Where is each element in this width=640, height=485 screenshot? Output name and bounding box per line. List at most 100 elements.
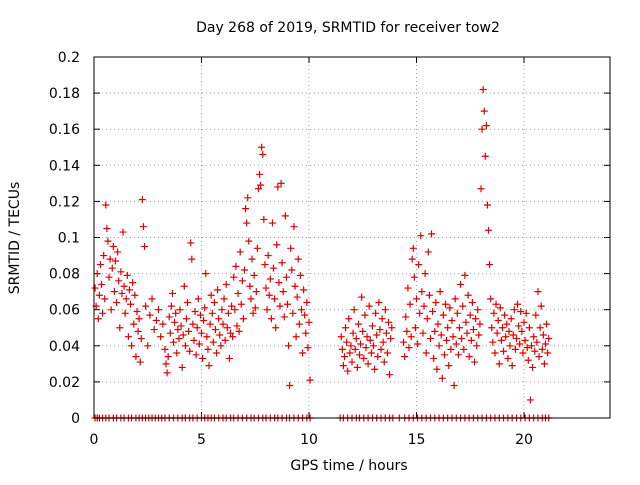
data-point	[424, 248, 432, 256]
data-point	[279, 288, 287, 296]
data-point	[493, 329, 501, 337]
data-point	[506, 342, 514, 350]
data-point	[510, 306, 518, 314]
data-point	[101, 295, 109, 303]
data-point	[521, 336, 529, 344]
data-point	[518, 327, 526, 335]
data-point	[273, 241, 281, 249]
data-point	[439, 311, 447, 319]
data-point	[409, 244, 417, 252]
data-point	[134, 327, 142, 335]
data-point	[211, 326, 219, 334]
data-point	[538, 345, 546, 353]
data-point	[299, 349, 307, 357]
data-point	[473, 342, 481, 350]
data-point	[175, 335, 183, 343]
data-point	[100, 252, 108, 260]
data-point	[359, 327, 367, 335]
data-point	[373, 331, 381, 339]
y-axis-label: SRMTID / TECUs	[7, 182, 23, 295]
data-point	[480, 107, 488, 115]
data-point	[534, 288, 542, 296]
data-point	[260, 215, 268, 223]
data-point	[214, 286, 222, 294]
data-point	[486, 261, 494, 269]
y-tick-labels: 0 0.02 0.04 0.06 0.08 0.1 0.12 0.14 0.16 0.18 0.2	[49, 50, 80, 427]
data-point	[408, 255, 416, 263]
data-point	[338, 345, 346, 353]
x-tick-label: 15	[408, 432, 426, 448]
y-tick-label: 0.02	[49, 375, 80, 391]
data-point	[524, 356, 532, 364]
data-point	[281, 212, 289, 220]
data-point	[487, 295, 495, 303]
data-point	[353, 363, 361, 371]
data-point	[414, 340, 422, 348]
data-point	[201, 304, 209, 312]
data-point	[376, 326, 384, 334]
data-point	[198, 329, 205, 337]
data-point	[403, 327, 411, 335]
data-point	[502, 333, 510, 341]
data-point	[135, 315, 143, 323]
data-point	[504, 354, 512, 362]
x-tick-label: 20	[515, 432, 533, 448]
data-point	[301, 311, 309, 319]
data-point	[377, 345, 385, 353]
data-point	[461, 271, 469, 279]
data-point	[234, 289, 242, 297]
data-point	[474, 306, 482, 314]
data-point	[467, 336, 475, 344]
y-tick-label: 0.1	[58, 231, 80, 247]
data-point	[131, 291, 139, 299]
data-point	[447, 345, 455, 353]
data-point	[96, 261, 104, 269]
data-point	[133, 308, 141, 316]
data-point	[282, 273, 290, 281]
data-point	[251, 304, 259, 312]
data-point	[275, 279, 283, 287]
data-point	[261, 261, 269, 269]
data-point	[178, 363, 186, 371]
data-point	[253, 244, 261, 252]
data-point	[254, 185, 262, 193]
data-point	[291, 282, 299, 290]
data-point	[419, 329, 427, 337]
data-point	[236, 248, 244, 256]
data-point	[488, 324, 496, 332]
data-point	[174, 326, 182, 334]
data-point	[274, 183, 282, 191]
data-point	[252, 288, 260, 296]
x-tick-label: 5	[197, 432, 206, 448]
data-point	[509, 331, 517, 339]
data-point	[352, 335, 360, 343]
data-point	[130, 320, 138, 328]
data-point	[192, 351, 200, 359]
data-point	[481, 152, 489, 160]
data-point	[505, 327, 513, 335]
data-point	[124, 333, 132, 341]
data-point	[503, 320, 511, 328]
data-point	[188, 255, 196, 263]
data-point	[241, 266, 248, 274]
data-point	[177, 322, 185, 330]
data-point	[437, 331, 445, 339]
data-point	[497, 336, 505, 344]
data-point	[339, 362, 347, 370]
data-point	[463, 329, 471, 337]
data-point	[264, 252, 272, 260]
data-point	[231, 306, 239, 314]
data-point	[182, 315, 190, 323]
data-point	[238, 277, 246, 285]
data-point	[442, 300, 450, 308]
data-point	[494, 317, 502, 325]
data-point	[125, 286, 133, 294]
data-point	[122, 295, 130, 303]
data-point	[117, 268, 125, 276]
data-point	[102, 201, 110, 209]
data-point	[268, 219, 276, 227]
data-point	[164, 353, 172, 361]
data-point	[104, 237, 112, 245]
data-point	[263, 306, 271, 314]
